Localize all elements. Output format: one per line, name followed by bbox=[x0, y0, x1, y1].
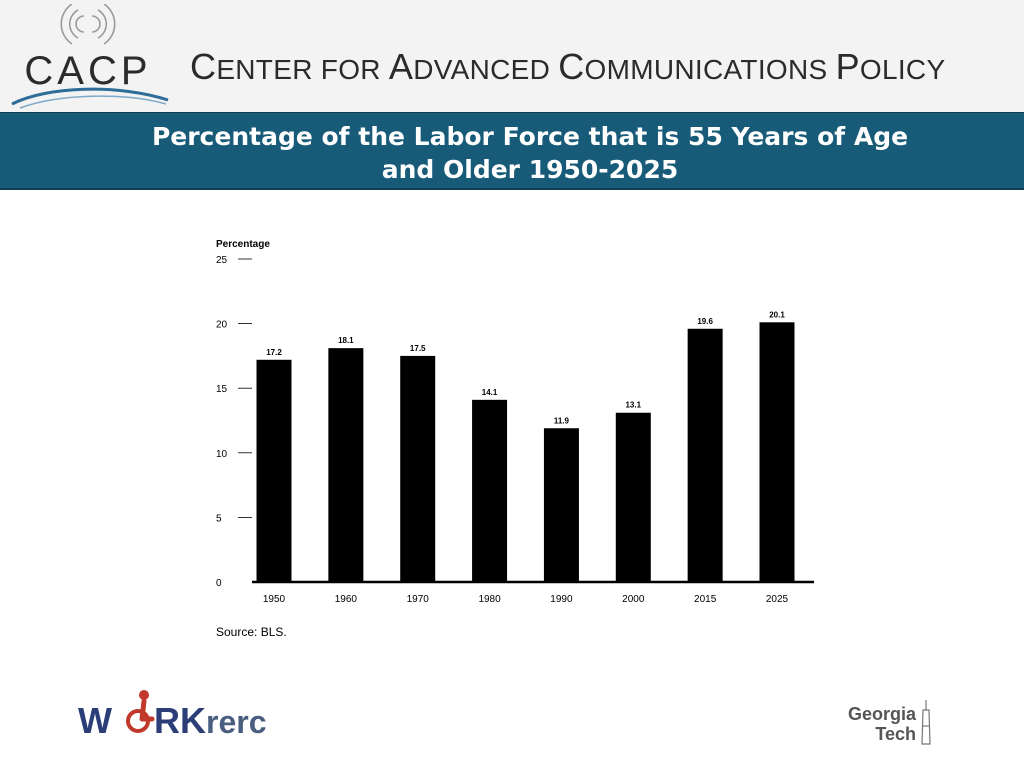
radio-waves-icon bbox=[60, 4, 116, 45]
y-tick-label: 10 bbox=[216, 449, 228, 460]
data-label-1990: 11.9 bbox=[554, 416, 570, 425]
cacp-logo: CACP bbox=[11, 4, 169, 109]
data-label-2000: 13.1 bbox=[625, 401, 641, 410]
x-tick-label: 2025 bbox=[766, 594, 789, 605]
svg-text:W: W bbox=[78, 700, 112, 740]
data-label-1960: 18.1 bbox=[338, 336, 354, 345]
title-line-1: Percentage of the Labor Force that is 55… bbox=[151, 122, 909, 151]
y-axis: 0 5 10 15 20 25 bbox=[216, 255, 252, 589]
x-tick-label: 1960 bbox=[335, 594, 358, 605]
bars: 17.2 18.1 17.5 14.1 11.9 13.1 19.6 20.1 bbox=[256, 310, 795, 582]
x-tick-label: 1980 bbox=[478, 594, 501, 605]
svg-text:rerc: rerc bbox=[206, 704, 267, 740]
y-tick-label: 20 bbox=[216, 320, 228, 331]
title-band bbox=[0, 112, 1024, 190]
x-tick-label: 1990 bbox=[550, 594, 573, 605]
y-tick-label: 5 bbox=[216, 513, 222, 524]
svg-text:Tech: Tech bbox=[875, 724, 916, 744]
y-tick-label: 25 bbox=[216, 255, 228, 266]
logo-text: CACP bbox=[24, 49, 151, 93]
slide-title: Percentage of the Labor Force that is 55… bbox=[90, 120, 970, 186]
x-tick-label: 2000 bbox=[622, 594, 645, 605]
bar-1960 bbox=[328, 348, 364, 582]
bar-2015 bbox=[687, 328, 723, 582]
data-label-1950: 17.2 bbox=[266, 348, 282, 357]
header-bar: CACP CENTER FOR ADVANCED COMMUNICATIONS … bbox=[0, 0, 1024, 112]
data-label-1980: 14.1 bbox=[482, 388, 498, 397]
svg-text:Georgia: Georgia bbox=[848, 704, 917, 724]
bar-1990 bbox=[543, 428, 579, 582]
data-label-1970: 17.5 bbox=[410, 344, 426, 353]
x-tick-label: 2015 bbox=[694, 594, 717, 605]
georgia-tech-logo: Georgia Tech bbox=[848, 700, 931, 745]
title-line-2: and Older 1950-2025 bbox=[381, 155, 679, 184]
wheelchair-person-icon bbox=[126, 690, 155, 733]
y-tick-label: 15 bbox=[216, 384, 228, 395]
data-label-2015: 19.6 bbox=[697, 317, 713, 326]
bar-2000 bbox=[615, 412, 651, 582]
center-name: CENTER FOR ADVANCED COMMUNICATIONS POLIC… bbox=[190, 46, 946, 87]
bar-1980 bbox=[472, 399, 508, 582]
bar-1970 bbox=[400, 355, 436, 582]
x-tick-label: 1950 bbox=[263, 594, 286, 605]
work-rerc-logo: W RK rerc bbox=[78, 690, 267, 740]
bar-2025 bbox=[759, 322, 795, 582]
data-label-2025: 20.1 bbox=[769, 310, 785, 319]
bar-1950 bbox=[256, 359, 292, 582]
svg-text:RK: RK bbox=[154, 700, 206, 740]
swoosh-icon bbox=[11, 87, 169, 106]
y-tick-label: 0 bbox=[216, 578, 222, 589]
y-axis-label: Percentage bbox=[216, 239, 270, 250]
tower-icon bbox=[921, 700, 931, 745]
source-note: Source: BLS. bbox=[216, 625, 287, 639]
x-axis: 1950 1960 1970 1980 1990 2000 2015 2025 bbox=[263, 594, 789, 605]
x-tick-label: 1970 bbox=[407, 594, 430, 605]
